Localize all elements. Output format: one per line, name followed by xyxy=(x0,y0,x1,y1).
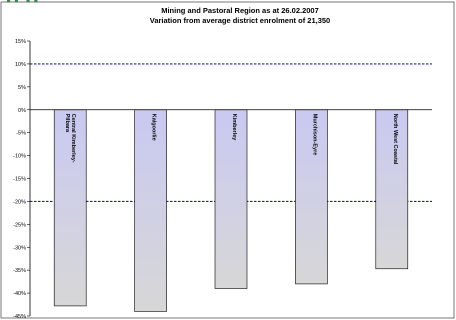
y-tick-label: 0% xyxy=(18,108,26,114)
y-tick-label: -40% xyxy=(13,291,26,297)
category-label: Central Kimberley-Pilbara xyxy=(64,114,76,163)
bar-north-west-coastal xyxy=(375,109,409,270)
category-label: Murchison-Eyre xyxy=(311,114,317,156)
plot-area: 15% 10% 5% 0% -5% -10% -15% -20% -25% -30% -35% -40… xyxy=(13,39,432,320)
bar-murchison-eyre xyxy=(295,109,328,285)
y-tick-label: 15% xyxy=(15,39,26,45)
y-tick-label: -20% xyxy=(13,199,26,205)
category-label: Kalgoorlie xyxy=(151,114,157,141)
y-tick-label: 5% xyxy=(18,85,26,91)
chart-title: Mining and Pastoral Region as at 26.02.2… xyxy=(161,6,319,15)
category-label: Kimberley xyxy=(231,114,237,142)
y-tick-label: -15% xyxy=(13,177,26,183)
y-tick-label: -10% xyxy=(13,154,26,160)
bar-kimberley xyxy=(214,109,248,289)
y-tick-label: -30% xyxy=(13,245,26,251)
bar-kalgoorlie xyxy=(134,109,167,312)
y-tick-label: -45% xyxy=(13,314,26,320)
chart-subtitle: Variation from average district enrolmen… xyxy=(150,16,330,25)
y-tick-label: 10% xyxy=(15,62,26,68)
y-tick-label: -5% xyxy=(16,131,26,137)
category-label: North West Coastal xyxy=(392,114,398,165)
y-tick-label: -35% xyxy=(13,268,26,274)
bar-central-kimberley-pilbara xyxy=(53,109,87,307)
y-tick-label: -25% xyxy=(13,222,26,228)
